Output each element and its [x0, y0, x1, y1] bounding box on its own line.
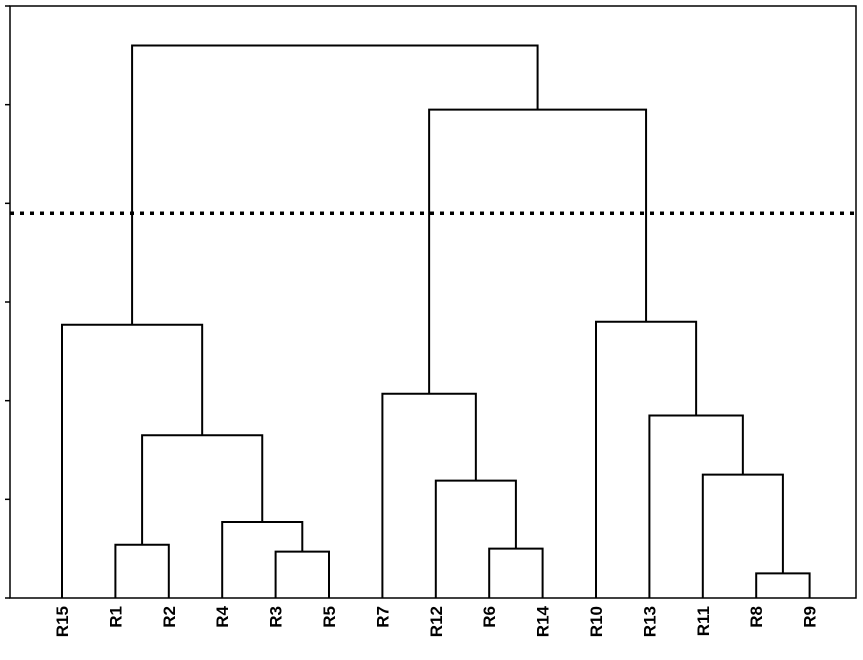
leaf-label-r4: R4: [213, 605, 232, 627]
dendrogram-link-m7: [434, 479, 517, 598]
leaf-label-r15: R15: [53, 606, 72, 637]
leaf-label-r11: R11: [694, 606, 713, 636]
leaf-labels: R15 R1 R2 R4 R3 R5 R7 R12 R6 R14 R10 R13 R11 R8 R9: [53, 605, 820, 637]
leaf-label-r7: R7: [373, 606, 392, 628]
dendrogram-link-m9: [755, 572, 811, 598]
dendrogram-link-m2: [274, 550, 330, 598]
dendrogram-link-m6: [488, 547, 544, 598]
dendrogram-link-m11: [648, 414, 744, 598]
dendrogram-links: [61, 44, 811, 598]
leaf-label-r12: R12: [427, 606, 446, 637]
leaf-label-r6: R6: [480, 606, 499, 628]
dendrogram-link-m14: [131, 44, 539, 325]
leaf-label-r8: R8: [747, 606, 766, 628]
dendrogram-link-m10: [701, 473, 784, 598]
leaf-label-r9: R9: [801, 606, 820, 628]
dendrogram-link-m3: [221, 521, 304, 598]
dendrogram-link-m4: [141, 434, 264, 545]
leaf-label-r1: R1: [106, 606, 125, 628]
leaf-label-r10: R10: [587, 606, 606, 637]
plot-frame: [9, 5, 857, 599]
dendrogram-link-m8: [381, 392, 477, 598]
y-axis-ticks: [5, 5, 10, 599]
dendrogram-link-m12: [595, 320, 698, 598]
dendrogram-link-m5: [61, 323, 204, 598]
dendrogram-link-m13: [428, 108, 648, 394]
leaf-label-r5: R5: [320, 606, 339, 628]
leaf-label-r13: R13: [640, 606, 659, 637]
leaf-label-r3: R3: [267, 606, 286, 628]
leaf-label-r14: R14: [534, 605, 553, 637]
dendrogram-link-m1: [114, 543, 170, 598]
leaf-label-r2: R2: [160, 606, 179, 628]
